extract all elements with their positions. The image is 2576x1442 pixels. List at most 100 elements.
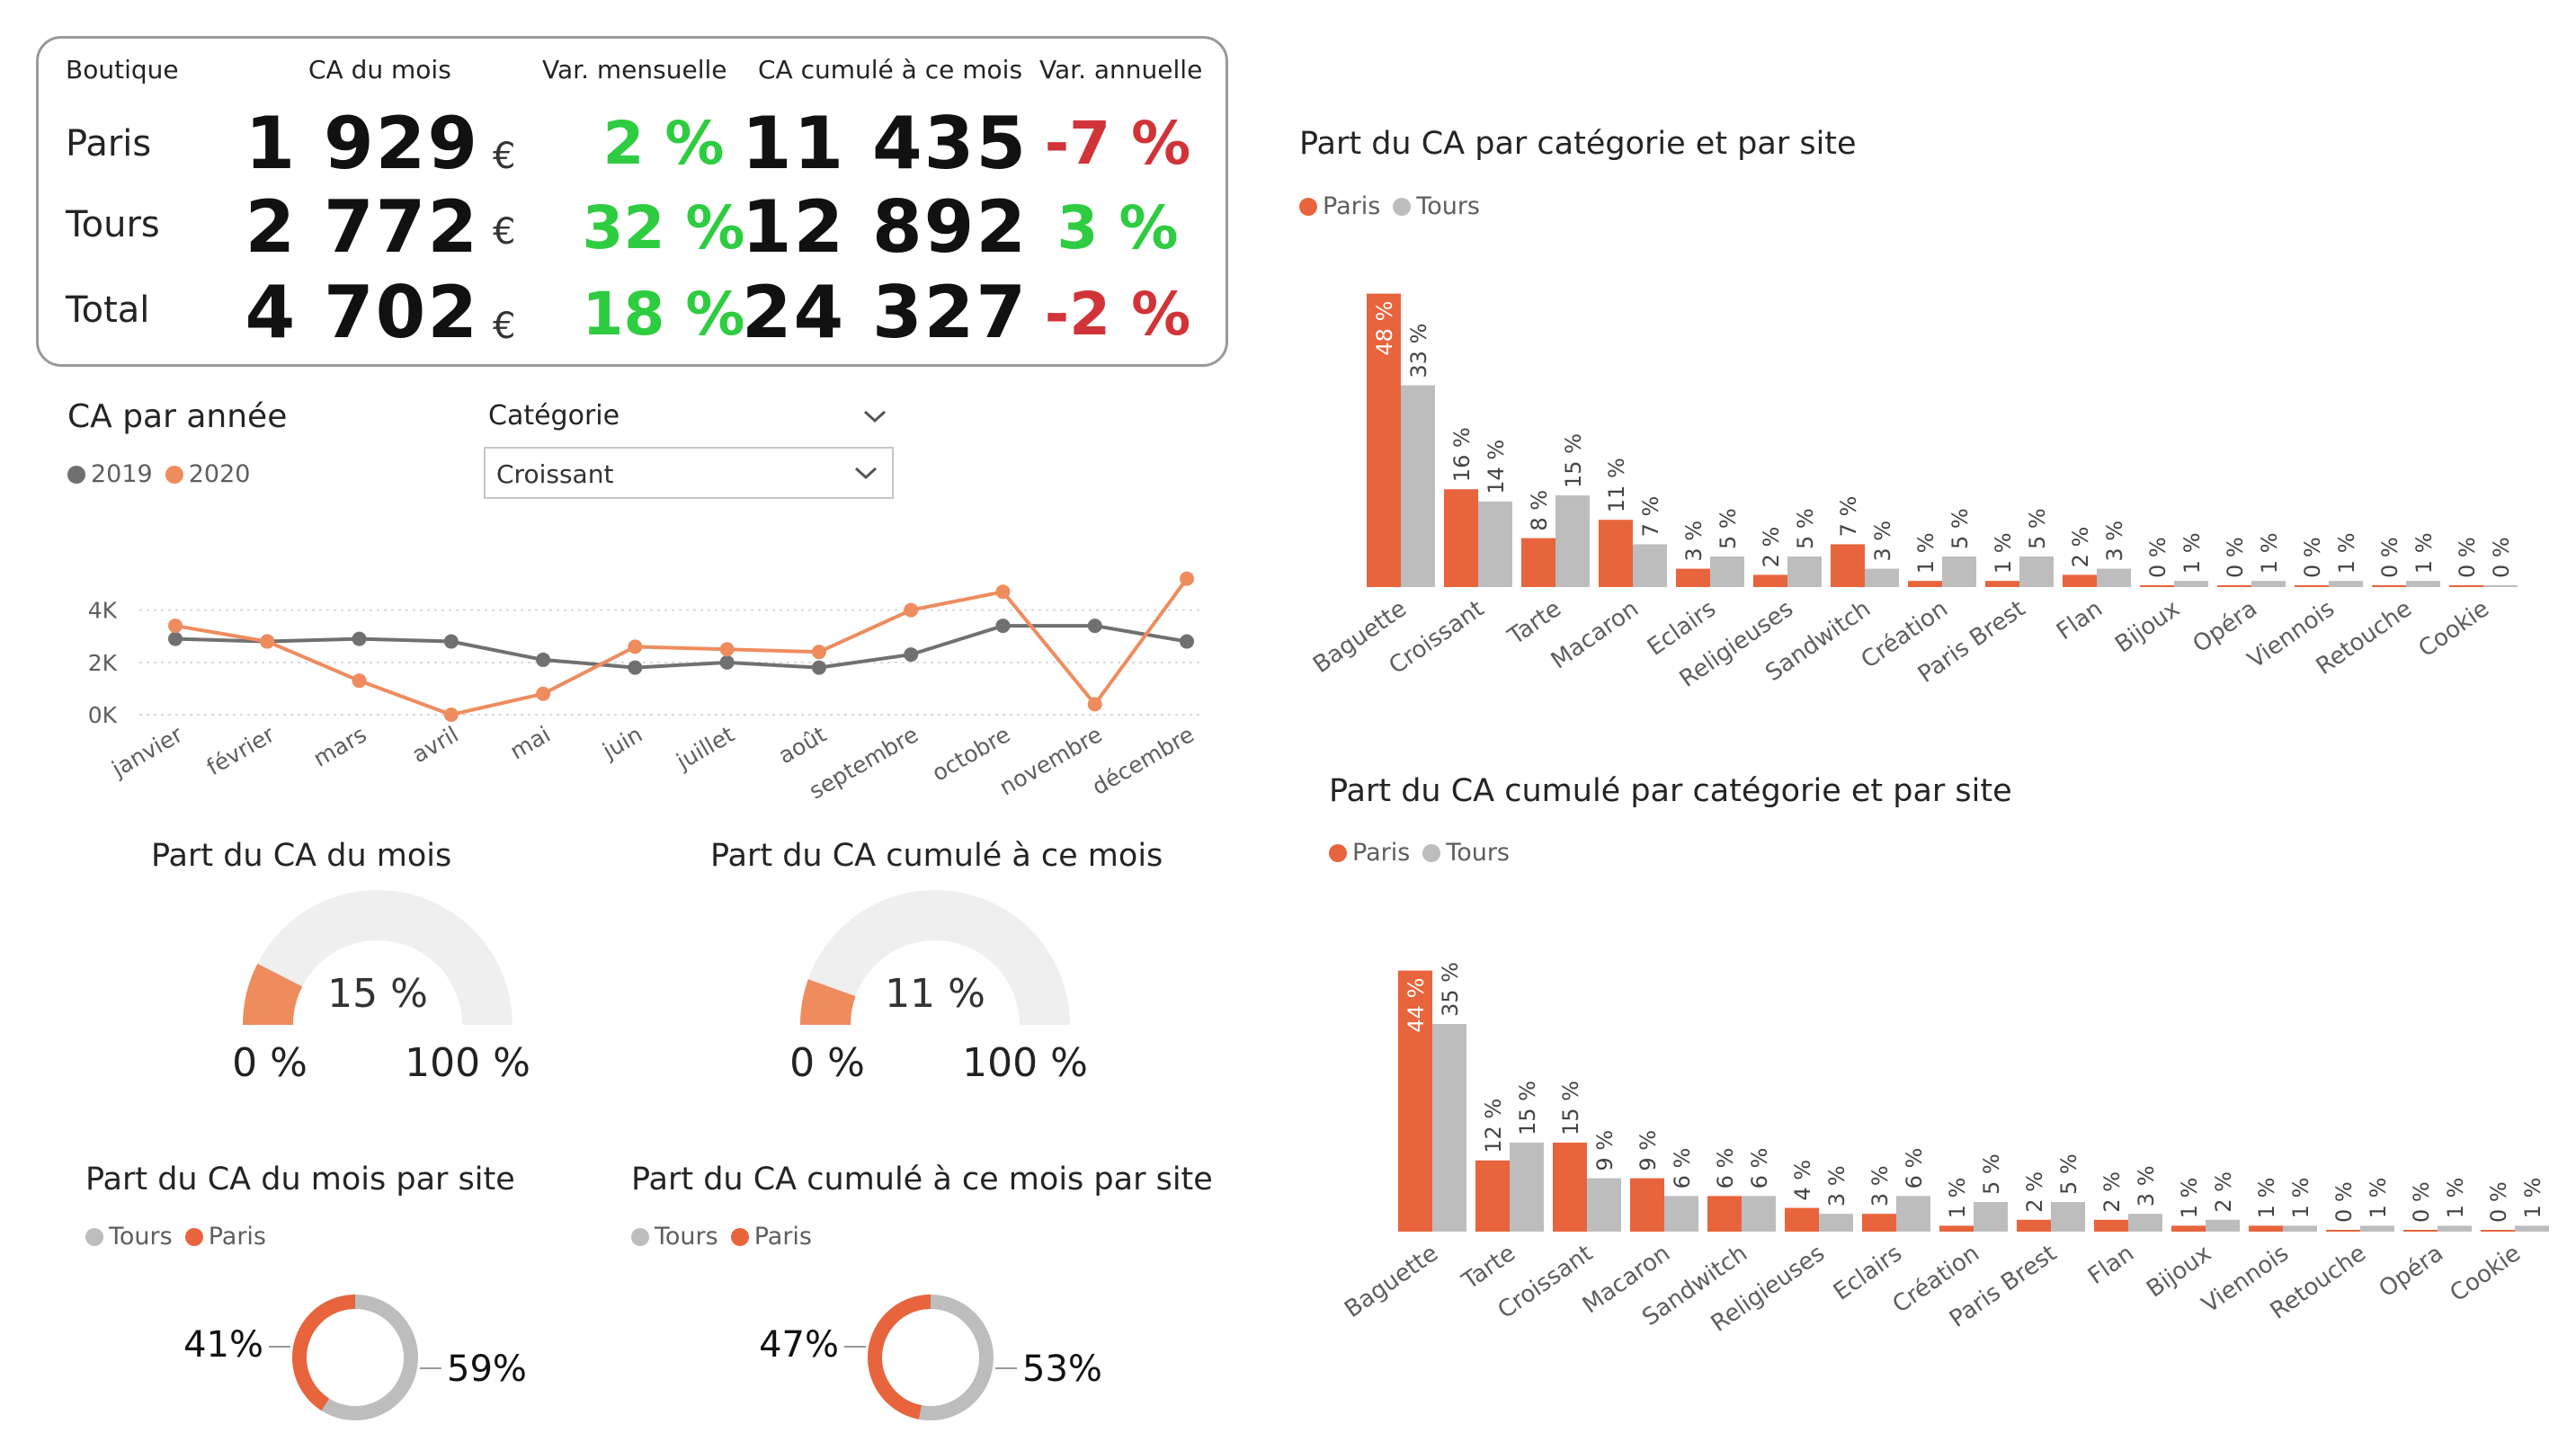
ca-cumule-tours: 12 892: [741, 185, 1028, 269]
header-boutique: Boutique: [66, 55, 179, 85]
bar-tours: [2515, 1225, 2549, 1232]
bar-paris: [2063, 574, 2097, 587]
bar-paris: [1939, 1225, 1974, 1232]
data-label: 1 %: [2288, 1178, 2313, 1219]
var-mensuelle-total: 18 %: [582, 280, 745, 349]
bar-tours: [2128, 1214, 2162, 1232]
var-annuelle-tours: 3 %: [1056, 193, 1179, 263]
bar-tours: [1432, 1024, 1466, 1232]
ca-mois-total: 4 702: [245, 271, 479, 354]
bar-paris: [1862, 1214, 1896, 1232]
legend-paris: Paris: [184, 1223, 266, 1251]
slicer-collapse-chevron-icon[interactable]: [861, 406, 888, 426]
slice-label-paris: 41%: [183, 1324, 263, 1366]
bar-paris: [2217, 585, 2251, 587]
data-label: 0 %: [2489, 537, 2514, 578]
data-label: 2 %: [2211, 1171, 2236, 1213]
bar-paris: [1707, 1196, 1742, 1232]
currency-total: €: [493, 306, 516, 347]
bar-paris: [2449, 585, 2483, 587]
gauge-fill: [243, 963, 303, 1025]
data-label: 1 %: [2443, 1178, 2468, 1219]
data-point-2020: [168, 619, 183, 634]
bar-tours: [1896, 1196, 1930, 1232]
row-label-paris: Paris: [66, 123, 152, 165]
gauge-part-ca-mois: 15 % 0 % 100 %: [232, 890, 530, 1086]
data-point-2020: [352, 673, 367, 689]
bar-paris: [1367, 293, 1401, 587]
bar-tours: [2097, 568, 2131, 587]
bar-paris: [1676, 568, 1710, 587]
x-tick-label: août: [774, 721, 831, 769]
category-label: Tarte: [1457, 1240, 1520, 1295]
data-label: 0 %: [2455, 537, 2480, 578]
data-point-2019: [719, 654, 735, 670]
slicer-selected-value: Croissant: [496, 459, 614, 489]
x-tick-label: décembre: [1088, 721, 1199, 800]
category-label: Flan: [2052, 595, 2108, 645]
data-label: 7 %: [1836, 496, 1861, 538]
category-slicer-dropdown[interactable]: Croissant: [484, 447, 894, 499]
bar-paris: [2403, 1230, 2438, 1232]
data-point-2020: [628, 639, 643, 654]
legend-tours: Tours: [631, 1223, 718, 1251]
bar-tours: [1478, 501, 1512, 587]
var-annuelle-paris: -7 %: [1044, 109, 1191, 178]
category-label: Flan: [2083, 1240, 2139, 1290]
data-label: 0 %: [2223, 537, 2248, 578]
bar-paris: [1985, 581, 2019, 587]
category-label: Macaron: [1546, 595, 1644, 674]
legend-paris: Paris: [1299, 192, 1380, 220]
data-label: 3 %: [1867, 1165, 1893, 1206]
x-tick-label: mars: [308, 721, 370, 772]
category-label: Opéra: [2375, 1240, 2448, 1303]
bar-tours: [2360, 1225, 2394, 1232]
data-label: 11 %: [1604, 458, 1629, 512]
bar-tours: [1555, 495, 1590, 587]
chevron-down-icon: [854, 467, 878, 480]
donut-part-ca-mois-site: 41% 59%: [183, 1295, 527, 1420]
data-label: 5 %: [2056, 1153, 2081, 1195]
bar-paris: [2249, 1225, 2283, 1232]
slice-paris: [868, 1295, 994, 1420]
bar-tours: [1401, 385, 1435, 587]
legend-tours: Tours: [1422, 839, 1510, 867]
data-label: 14 %: [1484, 440, 1509, 494]
data-label: 5 %: [1716, 508, 1741, 549]
data-label: 1 %: [2177, 1178, 2202, 1219]
kpi-table-card: Boutique CA du mois Var. mensuelle CA cu…: [36, 36, 1228, 367]
bar-tours: [1633, 544, 1667, 587]
bar-tours: [1819, 1214, 1853, 1232]
category-label: Cookie: [2446, 1240, 2526, 1307]
data-label: 3 %: [2102, 521, 2127, 562]
data-label: 5 %: [1793, 508, 1818, 549]
y-tick-label: 0K: [88, 702, 118, 728]
data-label: 7 %: [1638, 496, 1663, 538]
bar-paris: [1521, 538, 1555, 587]
legend-paris: Paris: [730, 1223, 812, 1251]
data-label: 1 %: [1913, 532, 1939, 574]
data-label: 0 %: [2409, 1181, 2434, 1223]
series-line-2019: [174, 624, 1188, 670]
data-label: 15 %: [1558, 1081, 1583, 1135]
legend-2020: 2020: [165, 460, 250, 488]
data-label: 2 %: [1759, 527, 1784, 568]
bar-paris: [2017, 1219, 2051, 1232]
bar-paris: [1753, 574, 1787, 587]
data-label: 0 %: [2331, 1181, 2357, 1223]
x-tick-label: janvier: [107, 721, 188, 783]
slice-label-tours: 59%: [447, 1349, 527, 1390]
bar-tours: [2019, 556, 2054, 587]
data-label: 3 %: [1824, 1165, 1850, 1206]
data-label: 5 %: [1948, 508, 1973, 549]
gauge-max-label: 100 %: [405, 1040, 530, 1086]
data-label: 3 %: [2134, 1165, 2159, 1206]
category-label: Baguette: [1340, 1240, 1443, 1323]
data-point-2019: [168, 631, 183, 646]
bar-paris: [1599, 520, 1633, 587]
data-label: 6 %: [1902, 1148, 1927, 1189]
x-tick-label: novembre: [995, 721, 1107, 800]
data-point-2020: [536, 686, 551, 701]
data-label: 6 %: [1670, 1148, 1695, 1189]
